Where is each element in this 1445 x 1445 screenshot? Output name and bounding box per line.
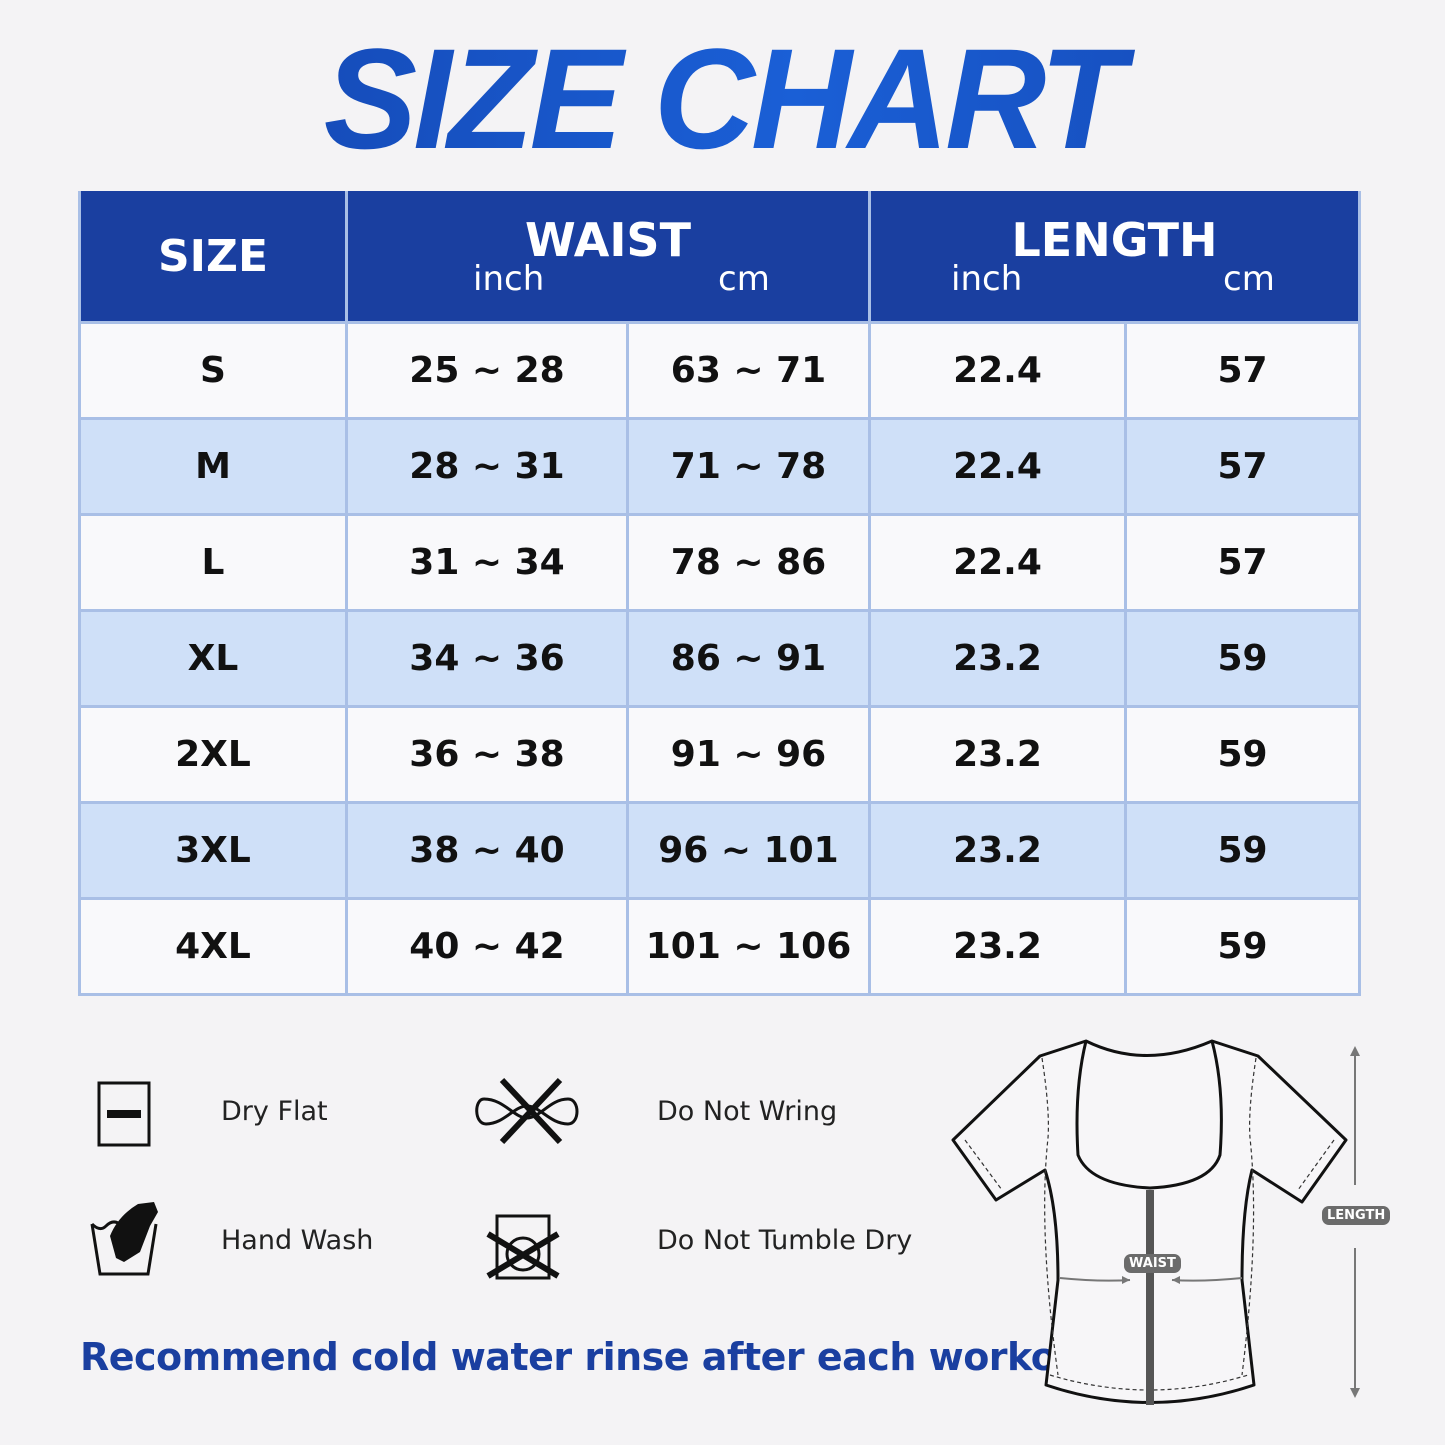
cell-waist-inch: 31 ~ 34 (345, 513, 629, 612)
cell-waist-inch: 28 ~ 31 (345, 417, 629, 516)
header-waist-label: WAIST (525, 213, 691, 267)
cell-length-cm: 59 (1124, 609, 1361, 708)
hand-wash-icon (90, 1202, 158, 1276)
cell-length-inch: 22.4 (868, 513, 1127, 612)
cell-size: 2XL (78, 705, 348, 804)
header-length-cm: cm (1223, 259, 1275, 299)
cell-length-inch: 23.2 (868, 801, 1127, 900)
do-not-wring-icon (475, 1077, 579, 1145)
cell-length-inch: 23.2 (868, 897, 1127, 996)
cell-waist-inch: 36 ~ 38 (345, 705, 629, 804)
header-length-label: LENGTH (1011, 213, 1218, 267)
header-waist: WAIST inch cm (345, 191, 871, 324)
do-not-tumble-dry-icon (486, 1214, 560, 1280)
cell-size: XL (78, 609, 348, 708)
cell-waist-inch: 38 ~ 40 (345, 801, 629, 900)
cell-waist-inch: 40 ~ 42 (345, 897, 629, 996)
cell-size: M (78, 417, 348, 516)
header-waist-cm: cm (718, 259, 770, 299)
cell-waist-inch: 25 ~ 28 (345, 321, 629, 420)
cell-waist-cm: 86 ~ 91 (626, 609, 871, 708)
header-waist-inch: inch (473, 259, 545, 299)
header-length: LENGTH inch cm (868, 191, 1361, 324)
cell-waist-inch: 34 ~ 36 (345, 609, 629, 708)
length-label: LENGTH (1322, 1206, 1391, 1225)
care-note: Recommend cold water rinse after each wo… (80, 1335, 1115, 1379)
cell-length-inch: 23.2 (868, 609, 1127, 708)
size-table: SIZE WAIST inch cm LENGTH inch cm S 25 ~ … (78, 191, 1361, 996)
cell-waist-cm: 91 ~ 96 (626, 705, 871, 804)
care-label-hand-wash: Hand Wash (221, 1225, 374, 1256)
cell-length-cm: 59 (1124, 897, 1361, 996)
cell-length-cm: 57 (1124, 321, 1361, 420)
cell-waist-cm: 78 ~ 86 (626, 513, 871, 612)
cell-waist-cm: 101 ~ 106 (626, 897, 871, 996)
table-row: 2XL 36 ~ 38 91 ~ 96 23.2 59 (78, 705, 1361, 804)
care-label-do-not-tumble-dry: Do Not Tumble Dry (657, 1225, 913, 1256)
table-row: S 25 ~ 28 63 ~ 71 22.4 57 (78, 321, 1361, 420)
header-size: SIZE (78, 191, 348, 324)
cell-length-inch: 22.4 (868, 321, 1127, 420)
page-title: SIZE CHART (0, 16, 1445, 181)
cell-length-cm: 57 (1124, 513, 1361, 612)
header-length-inch: inch (951, 259, 1023, 299)
cell-size: 4XL (78, 897, 348, 996)
cell-size: 3XL (78, 801, 348, 900)
cell-length-inch: 22.4 (868, 417, 1127, 516)
cell-length-cm: 57 (1124, 417, 1361, 516)
cell-length-cm: 59 (1124, 801, 1361, 900)
cell-size: L (78, 513, 348, 612)
table-row: 4XL 40 ~ 42 101 ~ 106 23.2 59 (78, 897, 1361, 996)
cell-waist-cm: 63 ~ 71 (626, 321, 871, 420)
waist-label: WAIST (1124, 1254, 1181, 1273)
care-label-dry-flat: Dry Flat (221, 1096, 328, 1127)
cell-size: S (78, 321, 348, 420)
cell-length-inch: 23.2 (868, 705, 1127, 804)
table-row: 3XL 38 ~ 40 96 ~ 101 23.2 59 (78, 801, 1361, 900)
care-label-do-not-wring: Do Not Wring (657, 1096, 838, 1127)
cell-waist-cm: 71 ~ 78 (626, 417, 871, 516)
garment-diagram (951, 1039, 1360, 1405)
table-row: XL 34 ~ 36 86 ~ 91 23.2 59 (78, 609, 1361, 708)
cell-waist-cm: 96 ~ 101 (626, 801, 871, 900)
dry-flat-icon (97, 1081, 151, 1147)
table-row: M 28 ~ 31 71 ~ 78 22.4 57 (78, 417, 1361, 516)
cell-length-cm: 59 (1124, 705, 1361, 804)
table-row: L 31 ~ 34 78 ~ 86 22.4 57 (78, 513, 1361, 612)
